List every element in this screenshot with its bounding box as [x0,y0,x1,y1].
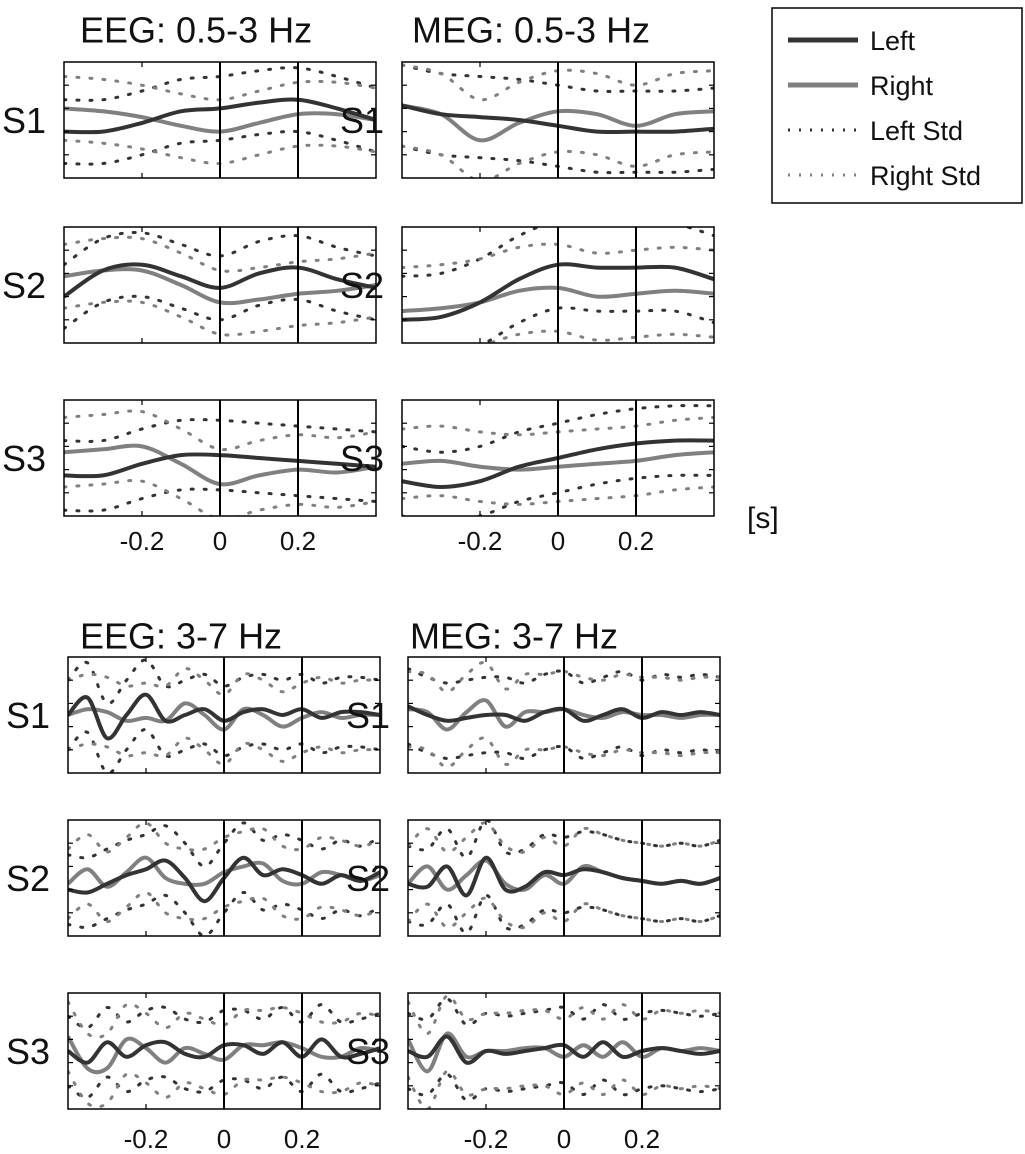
chart-title: EEG: 3-7 Hz [80,616,282,657]
chart-title: EEG: 0.5-3 Hz [80,10,312,51]
subplot-s3: S3 -0.2 0 0.2 [340,399,715,556]
legend-label-0: Left [870,26,916,56]
chart-column-2: EEG: 3-7 Hz S1 S2 S3 -0.2 0 0.2 [6,616,381,1154]
row-label: S1 [2,100,46,141]
legend-label-2: Left Std [870,116,963,146]
row-label: S2 [6,858,50,899]
legend-label-1: Right [870,71,934,101]
subplot-s1: S1 [6,656,381,774]
chart-title: MEG: 0.5-3 Hz [412,10,650,51]
row-label: S3 [346,1031,390,1072]
chart-column-3: MEG: 3-7 Hz S1 S2 S3 -0.2 0 0.2 [346,616,721,1154]
subplot-s1: S1 [346,656,721,774]
x-tick-label: -0.2 [124,1124,169,1154]
subplot-s3: S3 -0.2 0 0.2 [6,992,381,1154]
x-tick-label: 0.2 [284,1124,320,1154]
left-std-upper-line [68,658,380,706]
subplot-s2: S2 [2,226,377,344]
left-std-upper-line [408,667,720,685]
left-std-lower-line [408,893,720,935]
chart-title: MEG: 3-7 Hz [410,616,618,657]
row-label: S3 [340,438,384,479]
left-std-upper-line [402,404,714,454]
subplot-s2: S2 [340,226,715,344]
row-label: S1 [6,695,50,736]
right-std-upper-line [64,409,376,452]
chart-column-1: MEG: 0.5-3 Hz S1 S2 S3 -0.2 0 0.2 [340,10,715,556]
x-tick-label: 0.2 [280,526,316,556]
x-tick-label: 0.2 [624,1124,660,1154]
subplot-s2: S2 [6,819,381,937]
x-unit-label: [s] [747,502,779,535]
row-label: S2 [2,265,46,306]
subplot-s1: S1 [2,61,377,179]
subplot-s3: S3 -0.2 0 0.2 [2,399,377,556]
chart-column-0: EEG: 0.5-3 Hz S1 S2 S3 -0.2 0 0.2 [2,10,377,556]
x-tick-label: -0.2 [120,526,165,556]
row-label: S1 [340,100,384,141]
left-std-lower-line [408,742,720,761]
legend-label-3: Right Std [870,161,981,191]
x-tick-label: -0.2 [464,1124,509,1154]
subplot-s1: S1 [340,61,715,179]
x-tick-label: -0.2 [458,526,503,556]
left-std-upper-line [402,227,714,278]
legend: Left Right Left Std Right Std [771,7,1023,204]
x-tick-label: 0 [213,526,227,556]
row-label: S3 [2,438,46,479]
row-label: S2 [340,265,384,306]
subplot-s3: S3 -0.2 0 0.2 [346,992,721,1154]
left-std-upper-line [408,820,720,860]
x-tick-label: 0.2 [618,526,654,556]
x-tick-label: 0 [551,526,565,556]
right-std-lower-line [408,1069,720,1109]
right-std-lower-line [64,479,376,516]
right-std-upper-line [64,235,376,273]
left-std-lower-line [68,728,380,773]
row-label: S1 [346,695,390,736]
row-label: S3 [6,1031,50,1072]
row-label: S2 [346,858,390,899]
right-std-lower-line [64,299,376,337]
subplot-s2: S2 [346,819,721,937]
right-std-upper-line [408,994,720,1036]
x-tick-label: 0 [557,1124,571,1154]
x-tick-label: 0 [217,1124,231,1154]
